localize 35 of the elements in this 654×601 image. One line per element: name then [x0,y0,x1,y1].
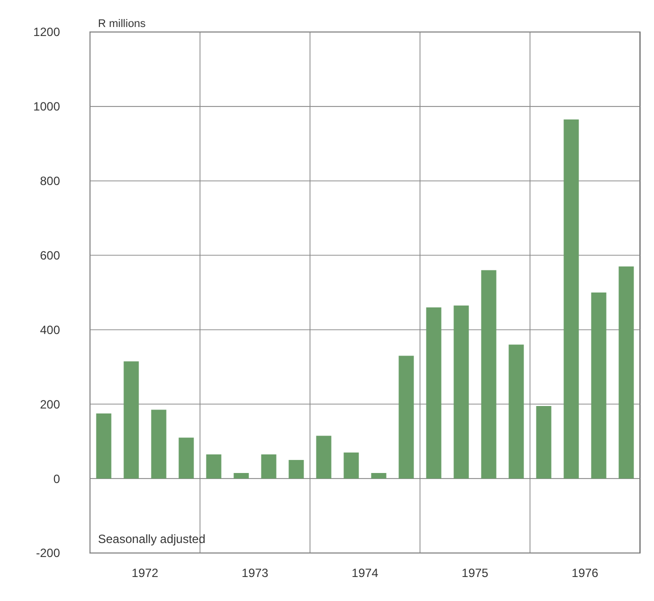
bar [124,361,139,479]
y-tick-label: -200 [36,546,60,560]
bar [536,406,552,479]
x-tick-label: 1976 [572,566,599,580]
y-tick-label: 600 [40,248,60,262]
bar [96,413,112,479]
bar [178,438,194,479]
bar [151,410,166,479]
bar [591,292,606,479]
y-tick-label: 1000 [33,100,60,114]
y-tick-label: 200 [40,397,60,412]
bar [371,472,386,479]
bar [481,270,496,479]
y-tick-label: 400 [40,322,60,337]
x-tick-label: 1972 [132,566,159,580]
x-tick-label: 1974 [352,566,379,580]
y-tick-label: 1200 [33,25,60,40]
bar [261,454,276,479]
y-tick-label: 0 [53,472,60,486]
annotation: Seasonally adjusted [98,532,206,546]
y-axis-title: R millions [98,18,146,30]
bar [508,344,524,479]
bar [426,307,442,479]
bar [206,454,222,479]
bar [316,436,332,479]
x-tick-label: 1973 [242,566,269,580]
bar [234,472,249,479]
x-tick-label: 1975 [462,566,489,580]
bar [288,460,304,479]
bar [344,452,359,479]
bar [618,266,634,479]
y-tick-label: 800 [40,174,60,188]
bar [564,119,579,479]
bar [454,306,469,479]
bar [398,356,414,479]
